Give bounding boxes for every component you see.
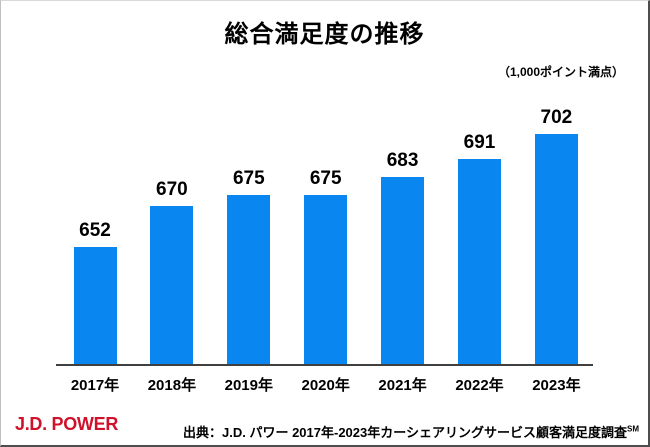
x-axis-label: 2020年 [301,377,350,394]
x-axis-label: 2023年 [532,377,581,394]
x-axis-label: 2019年 [224,377,273,394]
x-axis-label: 2017年 [70,377,120,394]
bar [534,134,578,364]
source-text: 出典：J.D. パワー 2017年-2023年カーシェアリングサービス顧客満足度… [183,425,627,440]
x-axis-label: 2022年 [455,377,504,394]
bar-value-label: 675 [232,168,265,189]
bar-value-label: 691 [463,132,496,153]
source-superscript-sm: SM [627,424,639,434]
bar [150,206,194,364]
source-note: 出典：J.D. パワー 2017年-2023年カーシェアリングサービス顧客満足度… [183,422,639,441]
jdpower-logo: J.D. POWER [15,414,119,434]
bar-value-label: 670 [156,179,188,200]
bar-value-label: 702 [540,107,573,128]
bar [304,195,348,364]
chart-title: 総合満足度の推移 [224,21,425,48]
x-axis-line [56,364,593,366]
x-axis-label: 2018年 [147,377,197,394]
bar-value-label: 675 [309,168,342,189]
bar [458,159,501,364]
bar [73,247,117,364]
bar-value-label: 683 [386,150,419,171]
bar [227,195,271,364]
scale-note: （1,000ポイント満点） [497,65,624,79]
bar [381,177,425,364]
x-axis-label: 2021年 [378,377,427,394]
bar-value-label: 652 [79,220,111,241]
